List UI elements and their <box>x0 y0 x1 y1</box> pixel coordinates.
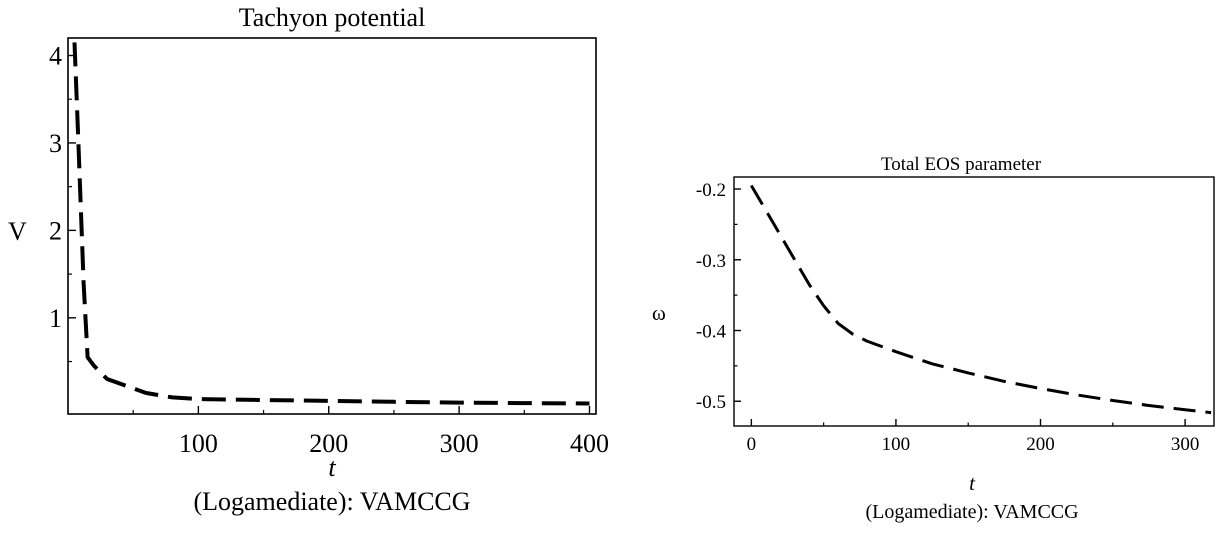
x-axis-label: t <box>969 471 976 495</box>
y-axis: -0.2 -0.3 -0.4 -0.5 <box>696 180 741 413</box>
chart-title: Tachyon potential <box>239 3 426 32</box>
y-axis: 1 2 3 4 <box>49 41 76 363</box>
x-tick-label: 200 <box>1026 434 1055 455</box>
x-axis-label: t <box>328 453 336 482</box>
x-tick-label: 300 <box>1171 434 1200 455</box>
y-tick-label: 4 <box>49 41 62 70</box>
x-tick-label: 300 <box>440 429 479 458</box>
chart-title: Total EOS parameter <box>881 154 1042 175</box>
y-tick-label: -0.3 <box>696 251 726 272</box>
y-tick-label: 3 <box>49 129 62 158</box>
x-tick-label: 100 <box>179 429 218 458</box>
y-tick-label: -0.2 <box>696 180 726 201</box>
y-tick-label: 1 <box>49 304 62 333</box>
x-tick-label: 200 <box>309 429 348 458</box>
y-axis-label: V <box>8 217 27 246</box>
plot-frame <box>67 37 597 415</box>
y-axis-label: ω <box>652 301 666 325</box>
y-tick-label: -0.5 <box>696 392 726 413</box>
x-tick-label: 100 <box>882 434 911 455</box>
x-axis: 100 200 300 400 <box>132 406 609 458</box>
series-line <box>72 42 590 406</box>
series-line <box>750 184 1212 415</box>
x-tick-label: 400 <box>570 429 609 458</box>
y-tick-label: 2 <box>49 216 62 245</box>
plot-frame <box>733 176 1215 427</box>
chart-caption: (Logamediate): VAMCCG <box>865 501 1078 523</box>
x-axis: 0 100 200 300 <box>747 419 1200 455</box>
chart-caption: (Logamediate): VAMCCG <box>193 487 470 516</box>
x-tick-label: 0 <box>747 434 757 455</box>
y-tick-label: -0.4 <box>696 322 727 343</box>
chart-total-eos: Total EOS parameter -0.2 -0.3 -0.4 -0.5 0 10… <box>652 154 1215 523</box>
